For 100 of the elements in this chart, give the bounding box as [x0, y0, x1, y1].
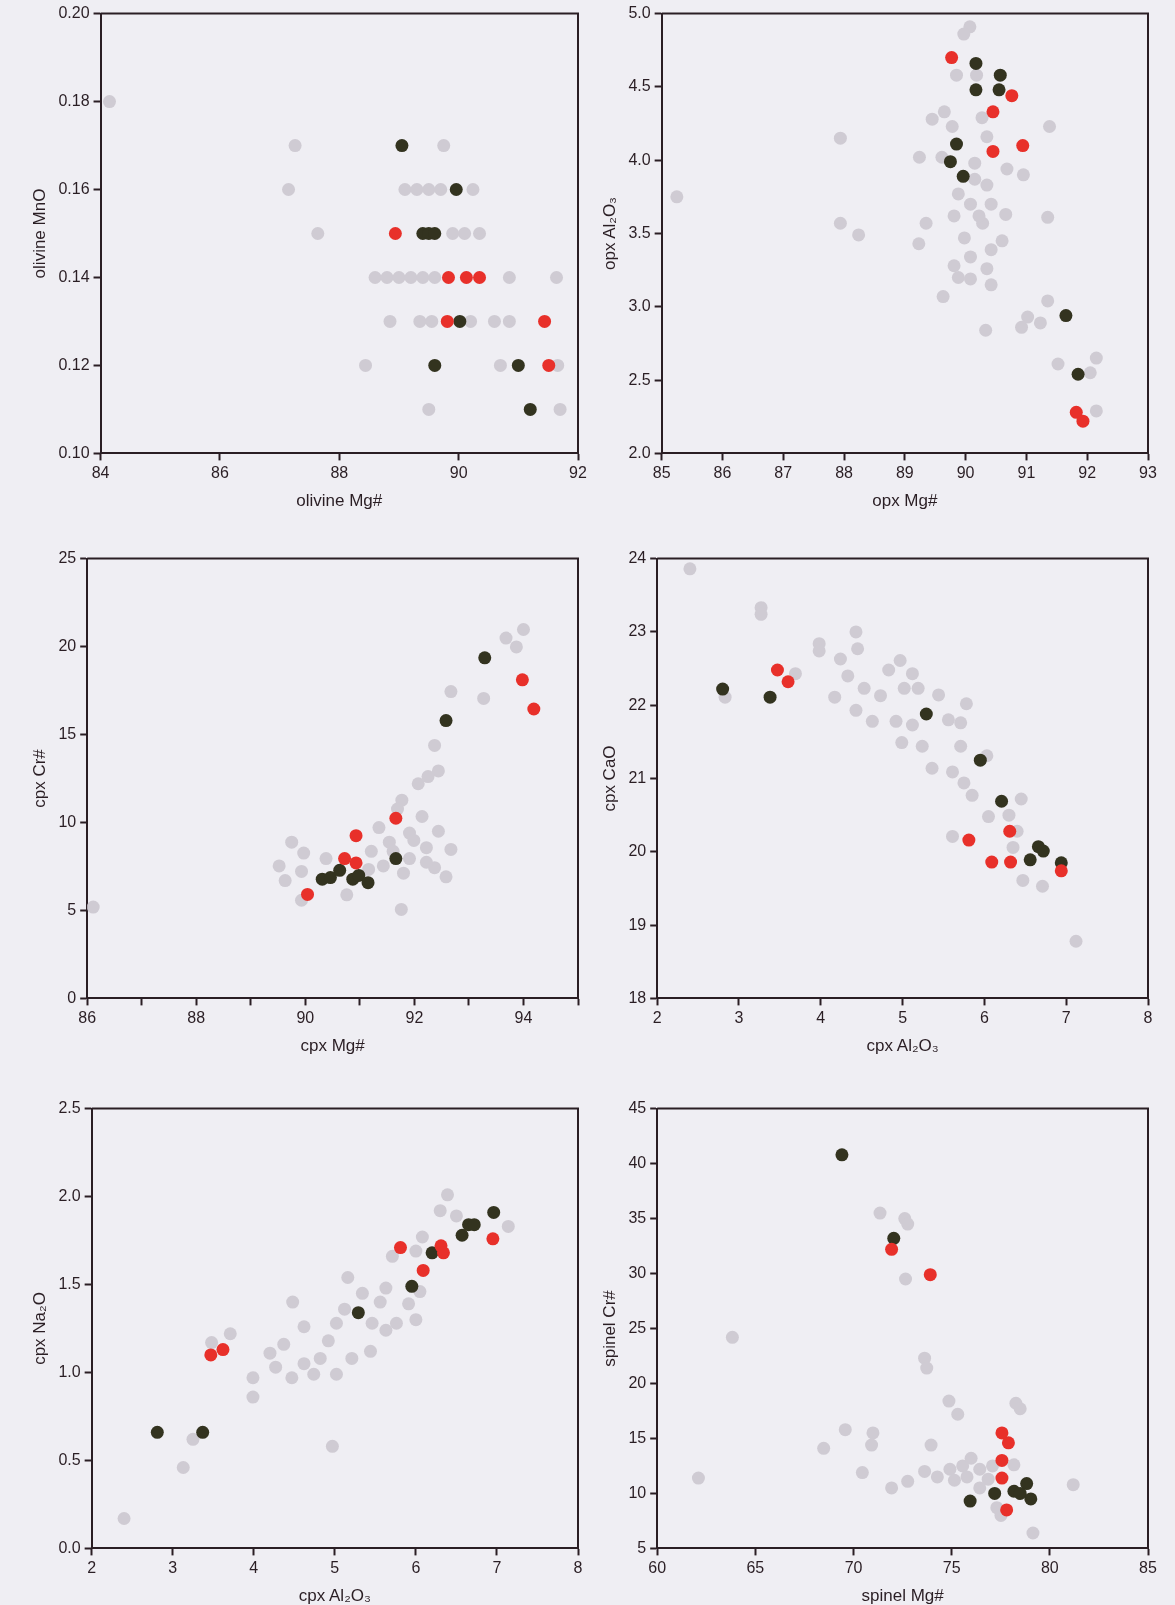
- point: [957, 231, 971, 245]
- point: [150, 1425, 164, 1439]
- point: [364, 844, 378, 858]
- x-tick-label: 3: [168, 1559, 178, 1577]
- y-axis-title: spinel Cr#: [599, 1289, 619, 1367]
- y-tick-label: 2.5: [58, 1099, 81, 1117]
- point: [1089, 351, 1103, 365]
- point: [352, 868, 366, 882]
- point: [852, 228, 866, 242]
- point: [449, 183, 463, 197]
- point: [1002, 808, 1016, 822]
- point: [968, 172, 982, 186]
- point: [957, 27, 971, 41]
- y-tick-label: 0.0: [58, 1538, 81, 1556]
- point: [873, 1206, 887, 1220]
- point: [363, 1344, 377, 1358]
- x-tick-label: 90: [296, 1009, 315, 1027]
- point: [394, 902, 408, 916]
- point: [272, 859, 286, 873]
- point: [885, 1481, 899, 1495]
- point: [409, 1244, 423, 1258]
- point: [466, 183, 480, 197]
- x-tick-label: 91: [1017, 464, 1036, 482]
- point: [963, 197, 977, 211]
- y-axis-title: cpx CaO: [599, 745, 619, 812]
- point: [416, 270, 430, 284]
- point: [102, 95, 116, 109]
- x-tick-label: 6: [411, 1559, 421, 1577]
- x-tick-label: 90: [956, 464, 975, 482]
- y-tick-label: 0.10: [58, 443, 90, 461]
- point: [186, 1432, 200, 1446]
- point: [422, 402, 436, 416]
- point: [311, 227, 325, 240]
- point: [980, 130, 994, 144]
- point: [947, 1473, 961, 1487]
- point: [421, 770, 435, 784]
- x-tick-label: 94: [514, 1009, 533, 1027]
- x-tick-label: 86: [713, 464, 732, 482]
- point: [855, 1466, 869, 1480]
- point: [874, 689, 888, 703]
- point: [911, 681, 925, 695]
- point: [1013, 1402, 1027, 1416]
- point: [932, 688, 946, 702]
- point: [968, 156, 982, 170]
- y-tick-label: 5: [67, 900, 77, 918]
- point: [1066, 1478, 1080, 1492]
- point: [957, 776, 971, 790]
- point: [493, 358, 507, 372]
- point: [376, 859, 390, 873]
- point: [295, 864, 309, 878]
- point: [515, 673, 529, 687]
- x-tick-label: 92: [405, 1009, 424, 1027]
- x-tick-label: 90: [449, 464, 468, 482]
- y-tick-label: 20: [58, 636, 77, 654]
- point: [946, 829, 959, 843]
- point: [901, 1474, 915, 1488]
- point: [440, 1188, 454, 1202]
- point: [716, 682, 730, 696]
- point: [516, 623, 530, 636]
- point: [920, 1361, 934, 1375]
- point: [895, 736, 909, 750]
- x-tick-label: 92: [569, 464, 587, 482]
- point: [246, 1371, 260, 1385]
- point: [527, 702, 541, 716]
- x-tick-label: 75: [942, 1559, 961, 1577]
- y-tick-label: 5.0: [628, 4, 651, 22]
- point: [962, 833, 976, 847]
- point: [402, 1297, 416, 1311]
- point: [986, 105, 1000, 119]
- point: [857, 681, 871, 695]
- point: [1089, 404, 1103, 418]
- point: [297, 846, 311, 860]
- x-tick-label: 8: [573, 1559, 583, 1577]
- point: [246, 1390, 260, 1404]
- point: [923, 1268, 937, 1282]
- point: [865, 714, 879, 728]
- x-tick-label: 7: [492, 1559, 502, 1577]
- point: [995, 234, 1009, 248]
- x-axis-title: cpx Al₂O₃: [298, 1586, 371, 1605]
- point: [329, 1316, 343, 1330]
- y-tick-label: 0: [67, 988, 77, 1006]
- y-tick-label: 35: [628, 1208, 647, 1226]
- point: [993, 68, 1007, 82]
- y-axis-title: cpx Na₂O: [29, 1292, 49, 1365]
- point: [487, 1205, 501, 1219]
- point: [380, 270, 394, 284]
- point: [428, 358, 442, 372]
- y-tick-label: 0.20: [58, 4, 90, 22]
- point: [725, 1330, 739, 1344]
- point: [1006, 840, 1020, 854]
- point: [897, 681, 911, 695]
- point: [973, 1481, 987, 1495]
- point: [964, 1451, 978, 1465]
- point: [833, 131, 847, 145]
- point: [373, 1295, 387, 1309]
- point: [553, 402, 567, 416]
- point: [389, 852, 403, 866]
- point: [942, 1394, 956, 1408]
- y-axis-title: cpx Cr#: [29, 748, 49, 808]
- point: [936, 290, 950, 304]
